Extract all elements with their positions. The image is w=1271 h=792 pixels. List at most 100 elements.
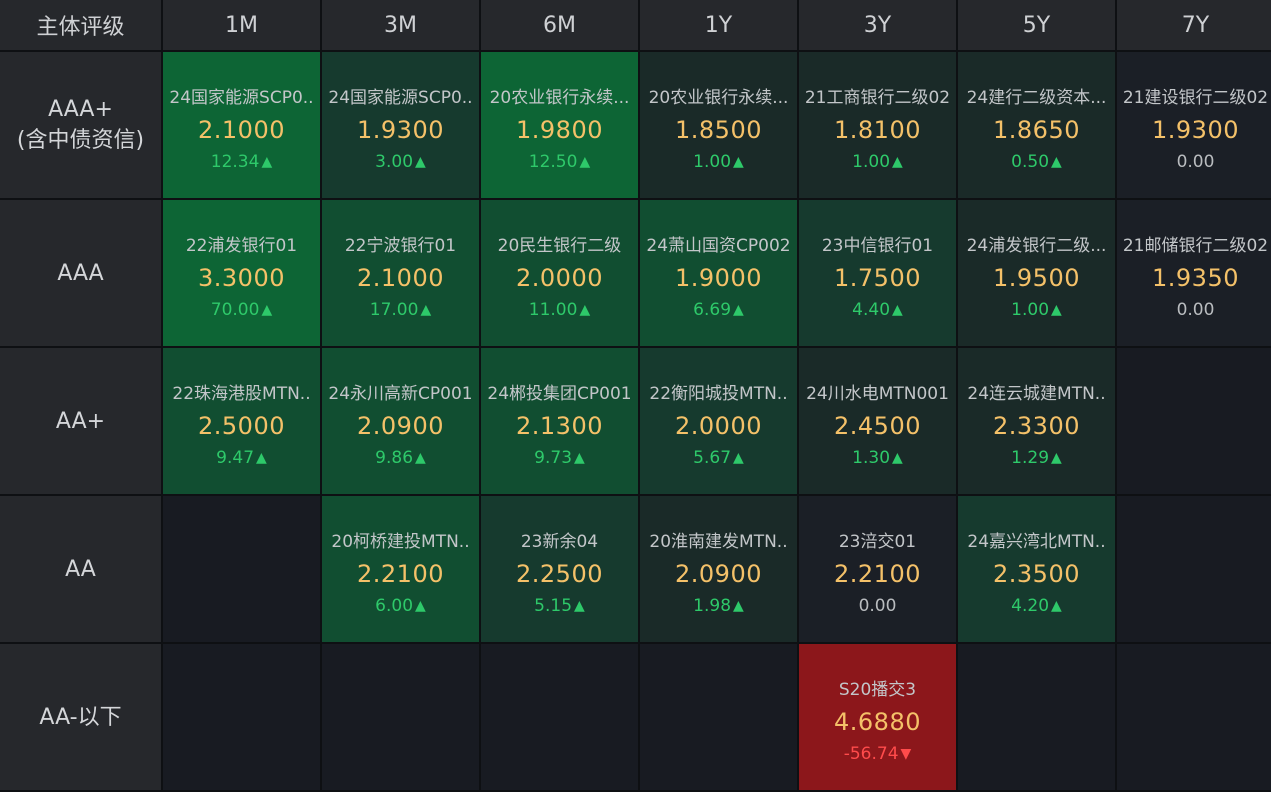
arrow-up-icon: ▲ — [892, 153, 903, 170]
arrow-up-icon: ▲ — [733, 597, 744, 614]
yield-change: 1.98 ▲ — [693, 596, 744, 616]
header-tenor-6m[interactable]: 6M — [481, 0, 638, 50]
row-label: AAA — [0, 200, 161, 346]
arrow-up-icon: ▲ — [420, 301, 432, 318]
yield-change-value: 1.00 — [852, 151, 891, 172]
yield-change: 9.47 ▲ — [216, 448, 267, 468]
yield-change-value: 70.00 — [210, 299, 260, 320]
bond-name: 20民生银行二级 — [497, 235, 622, 256]
yield-change-value: -56.74 — [843, 743, 899, 764]
bond-cell[interactable]: 24川水电MTN001 2.4500 1.30 ▲ — [799, 348, 956, 494]
yield-change: 0.50 ▲ — [1011, 152, 1062, 172]
bond-name: 23涪交01 — [838, 531, 917, 552]
yield-change-value: 12.50 — [528, 151, 578, 172]
header-tenor-3y[interactable]: 3Y — [799, 0, 956, 50]
row-label: AA-以下 — [0, 644, 161, 790]
yield-change: 0.00 — [1177, 152, 1215, 172]
bond-name: 23新余04 — [520, 531, 599, 552]
bond-cell[interactable]: 22浦发银行01 3.3000 70.00 ▲ — [163, 200, 320, 346]
arrow-up-icon: ▲ — [574, 597, 585, 614]
bond-cell[interactable]: 24国家能源SCP0.. 2.1000 12.34 ▲ — [163, 52, 320, 198]
bond-cell[interactable]: 20农业银行永续... 1.9800 12.50 ▲ — [481, 52, 638, 198]
yield-change-value: 3.00 — [375, 151, 414, 172]
yield-change: 1.00 ▲ — [693, 152, 744, 172]
bond-cell[interactable]: 23新余04 2.2500 5.15 ▲ — [481, 496, 638, 642]
yield-change: 5.15 ▲ — [534, 596, 585, 616]
bond-name: 22珠海港股MTN.. — [172, 383, 311, 404]
yield-change-value: 1.98 — [693, 595, 732, 616]
yield-change-value: 6.00 — [375, 595, 414, 616]
bond-yield: 2.1000 — [198, 115, 285, 144]
arrow-up-icon: ▲ — [261, 301, 273, 318]
bond-cell[interactable]: 21建设银行二级02 1.9300 0.00 — [1117, 52, 1271, 198]
bond-name: 21建设银行二级02 — [1122, 87, 1269, 108]
yield-change: 1.29 ▲ — [1011, 448, 1062, 468]
yield-change: 12.34 ▲ — [211, 152, 272, 172]
row-label-line: AA+ — [55, 408, 106, 434]
bond-cell[interactable]: 24萧山国资CP002 1.9000 6.69 ▲ — [640, 200, 797, 346]
yield-change: 1.30 ▲ — [852, 448, 903, 468]
bond-cell[interactable]: 20民生银行二级 2.0000 11.00 ▲ — [481, 200, 638, 346]
bond-yield: 1.7500 — [834, 263, 921, 292]
bond-cell[interactable]: 22珠海港股MTN.. 2.5000 9.47 ▲ — [163, 348, 320, 494]
yield-change: 0.00 — [859, 596, 897, 616]
bond-cell[interactable]: 22宁波银行01 2.1000 17.00 ▲ — [322, 200, 479, 346]
bond-cell[interactable]: 24浦发银行二级... 1.9500 1.00 ▲ — [958, 200, 1115, 346]
bond-yield: 2.5000 — [198, 411, 285, 440]
bond-name: 24建行二级资本... — [966, 87, 1107, 108]
bond-name: 20农业银行永续... — [489, 87, 630, 108]
bond-yield: 2.3300 — [993, 411, 1080, 440]
header-tenor-5y[interactable]: 5Y — [958, 0, 1115, 50]
bond-cell[interactable]: 24国家能源SCP0.. 1.9300 3.00 ▲ — [322, 52, 479, 198]
bond-cell[interactable]: 20淮南建发MTN.. 2.0900 1.98 ▲ — [640, 496, 797, 642]
header-tenor-7y[interactable]: 7Y — [1117, 0, 1271, 50]
bond-cell[interactable]: 22衡阳城投MTN.. 2.0000 5.67 ▲ — [640, 348, 797, 494]
bond-cell[interactable]: 24永川高新CP001 2.0900 9.86 ▲ — [322, 348, 479, 494]
bond-cell[interactable]: S20播交3 4.6880 -56.74 ▼ — [799, 644, 956, 790]
yield-change-value: 11.00 — [528, 299, 578, 320]
header-tenor-1y[interactable]: 1Y — [640, 0, 797, 50]
bond-yield: 1.9300 — [357, 115, 444, 144]
bond-cell[interactable]: 20农业银行永续... 1.8500 1.00 ▲ — [640, 52, 797, 198]
yield-change-value: 1.30 — [852, 447, 891, 468]
row-label: AA+ — [0, 348, 161, 494]
arrow-up-icon: ▲ — [579, 301, 591, 318]
bond-name: 24萧山国资CP002 — [646, 235, 791, 256]
bond-name: 24连云城建MTN.. — [967, 383, 1106, 404]
bond-cell[interactable]: 20柯桥建投MTN.. 2.2100 6.00 ▲ — [322, 496, 479, 642]
bond-cell[interactable]: 23中信银行01 1.7500 4.40 ▲ — [799, 200, 956, 346]
bond-yield: 1.8100 — [834, 115, 921, 144]
yield-change-value: 9.86 — [375, 447, 414, 468]
yield-change: 12.50 ▲ — [529, 152, 590, 172]
bond-cell[interactable]: 21工商银行二级02 1.8100 1.00 ▲ — [799, 52, 956, 198]
bond-yield: 2.1000 — [357, 263, 444, 292]
bond-cell[interactable]: 24连云城建MTN.. 2.3300 1.29 ▲ — [958, 348, 1115, 494]
bond-cell[interactable]: 23涪交01 2.2100 0.00 — [799, 496, 956, 642]
yield-change-value: 9.47 — [216, 447, 255, 468]
yield-change-value: 0.50 — [1011, 151, 1050, 172]
arrow-up-icon: ▲ — [733, 301, 744, 318]
bond-yield: 2.2500 — [516, 559, 603, 588]
bond-yield: 2.1300 — [516, 411, 603, 440]
yield-change: 9.86 ▲ — [375, 448, 426, 468]
arrow-down-icon: ▼ — [900, 745, 912, 762]
yield-change: 0.00 — [1177, 300, 1215, 320]
bond-cell[interactable]: 24嘉兴湾北MTN.. 2.3500 4.20 ▲ — [958, 496, 1115, 642]
empty-cell — [481, 644, 638, 790]
bond-name: 23中信银行01 — [821, 235, 934, 256]
bond-yield: 3.3000 — [198, 263, 285, 292]
row-label-line: AA-以下 — [39, 704, 122, 730]
row-label: AA — [0, 496, 161, 642]
header-tenor-3m[interactable]: 3M — [322, 0, 479, 50]
row-label: AAA+ (含中债资信) — [0, 52, 161, 198]
bond-cell[interactable]: 24建行二级资本... 1.8650 0.50 ▲ — [958, 52, 1115, 198]
arrow-up-icon: ▲ — [892, 301, 903, 318]
bond-yield: 1.8500 — [675, 115, 762, 144]
header-tenor-1m[interactable]: 1M — [163, 0, 320, 50]
yield-change-value: 1.29 — [1011, 447, 1050, 468]
arrow-up-icon: ▲ — [256, 449, 267, 466]
yield-change-value: 1.00 — [693, 151, 732, 172]
bond-cell[interactable]: 21邮储银行二级02 1.9350 0.00 — [1117, 200, 1271, 346]
bond-cell[interactable]: 24郴投集团CP001 2.1300 9.73 ▲ — [481, 348, 638, 494]
